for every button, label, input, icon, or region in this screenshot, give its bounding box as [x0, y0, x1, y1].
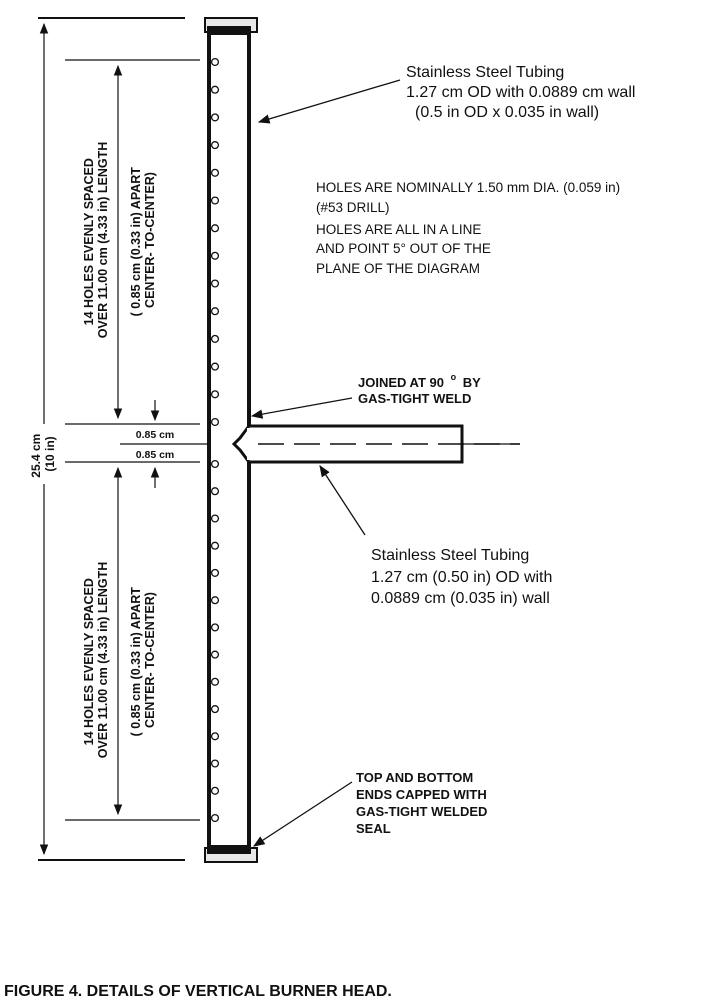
- lower-holes-spacing-label: ( 0.85 cm (0.33 in) APART CENTER- TO-CEN…: [129, 584, 157, 737]
- hole: [210, 623, 220, 632]
- hole: [210, 568, 220, 577]
- hole: [210, 85, 220, 94]
- side-tube-leader: [319, 465, 366, 536]
- hole: [210, 334, 220, 343]
- hole: [210, 390, 220, 399]
- hole: [210, 417, 220, 427]
- hole: [210, 759, 220, 768]
- lower-hole-row: [210, 459, 220, 823]
- hole: [210, 813, 220, 823]
- hole: [210, 57, 220, 67]
- lower-holes-count-label: 14 HOLES EVENLY SPACED OVER 11.00 cm (4.…: [82, 562, 110, 759]
- hole: [210, 141, 220, 150]
- upper-tube-leader: [257, 79, 401, 124]
- hole: [210, 732, 220, 741]
- upper-tube-label: Stainless Steel Tubing 1.27 cm OD with 0…: [406, 64, 640, 121]
- hole: [210, 705, 220, 714]
- gap-label-lower: 0.85 cm: [136, 449, 175, 461]
- hole: [210, 786, 220, 795]
- hole: [210, 514, 220, 523]
- hole: [210, 196, 220, 205]
- hole: [210, 279, 220, 288]
- hole: [210, 251, 220, 260]
- hole: [210, 168, 220, 177]
- hole: [210, 541, 220, 550]
- hole: [210, 677, 220, 686]
- hole: [210, 650, 220, 659]
- center-gap-dimension: 0.85 cm 0.85 cm: [120, 400, 210, 488]
- hole: [210, 362, 220, 371]
- overall-length-dimension: 25.4 cm (10 in): [29, 17, 185, 861]
- hole: [210, 487, 220, 496]
- upper-holes-spacing-label: ( 0.85 cm (0.33 in) APART CENTER- TO-CEN…: [129, 164, 157, 317]
- overall-length-label: 25.4 cm (10 in): [29, 430, 57, 477]
- hole: [210, 459, 220, 469]
- end-cap-leader: [253, 781, 353, 847]
- hole: [210, 113, 220, 122]
- upper-holes-count-label: 14 HOLES EVENLY SPACED OVER 11.00 cm (4.…: [82, 142, 110, 339]
- weld-label: JOINED AT 90 o BY GAS-TIGHT WELD: [358, 368, 484, 406]
- end-cap-label: TOP AND BOTTOM ENDS CAPPED WITH GAS-TIGH…: [356, 770, 491, 836]
- hole: [210, 224, 220, 233]
- upper-holes-dimension: 14 HOLES EVENLY SPACED OVER 11.00 cm (4.…: [65, 59, 200, 425]
- hole: [210, 596, 220, 605]
- gap-label-upper: 0.85 cm: [136, 429, 175, 441]
- hole: [210, 307, 220, 316]
- weld-leader: [250, 397, 353, 419]
- side-tube: [231, 424, 520, 464]
- lower-holes-dimension: 14 HOLES EVENLY SPACED OVER 11.00 cm (4.…: [65, 461, 200, 821]
- upper-hole-row: [210, 57, 220, 427]
- holes-note: HOLES ARE NOMINALLY 1.50 mm DIA. (0.059 …: [316, 180, 624, 276]
- side-tube-label: Stainless Steel Tubing 1.27 cm (0.50 in)…: [371, 547, 557, 607]
- figure-caption: FIGURE 4. DETAILS OF VERTICAL BURNER HEA…: [4, 983, 392, 1000]
